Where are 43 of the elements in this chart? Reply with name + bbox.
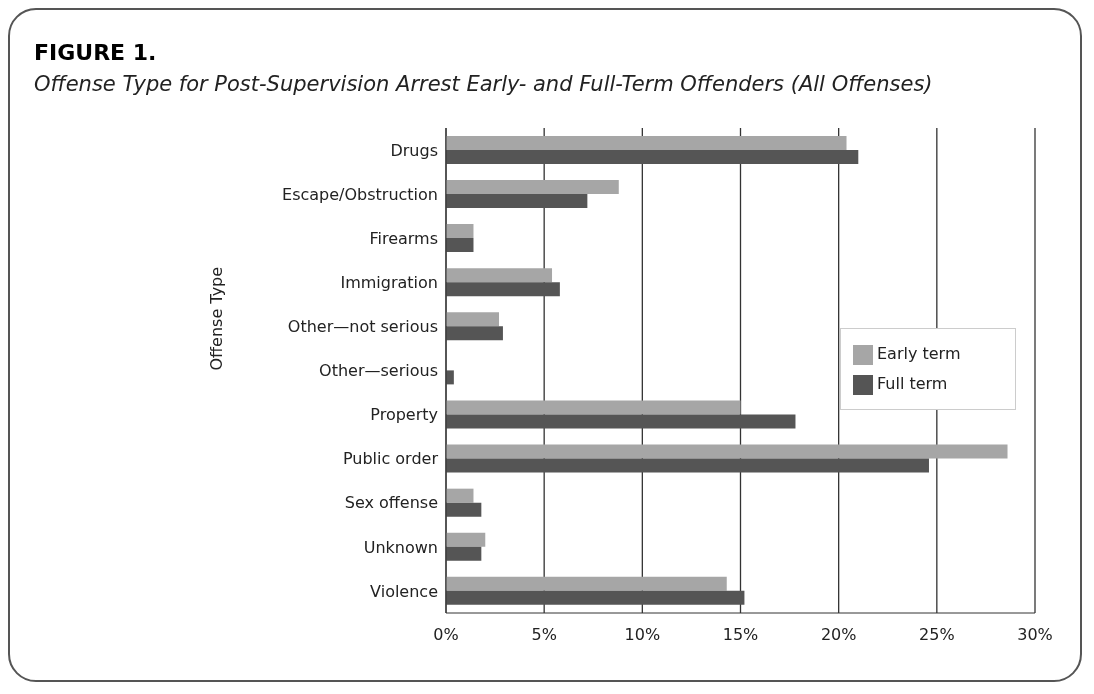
bar [446, 576, 727, 591]
legend-label: Full term [877, 374, 948, 393]
y-tick-label: Other—not serious [287, 317, 438, 337]
chart-subtitle: Offense Type for Post-Supervision Arrest Early- and Full-Term Offenders (All Offenses) [34, 72, 933, 96]
y-tick-label: Unknown [363, 537, 438, 557]
bar [446, 224, 474, 239]
y-tick-label: Property [370, 405, 438, 425]
x-tick-label: 10% [624, 625, 661, 645]
bar [446, 414, 796, 429]
legend-label: Early term [877, 344, 961, 363]
bar [446, 180, 619, 195]
bar [446, 149, 859, 164]
bar [446, 590, 745, 605]
bar [446, 444, 1008, 459]
x-tick-label: 20% [820, 625, 857, 645]
x-tick-label: 0% [433, 625, 459, 645]
text: FIGURE 1. [34, 40, 157, 65]
bar [446, 502, 482, 517]
y-tick-label: Firearms [369, 228, 438, 248]
bar [446, 268, 553, 283]
bar [446, 326, 503, 341]
bar [446, 312, 500, 327]
y-tick-label: Public order [342, 449, 439, 469]
bar [446, 532, 486, 547]
bar [446, 238, 474, 253]
bar [446, 400, 741, 415]
x-tick-label: 30% [1017, 625, 1053, 645]
y-tick-label: Drugs [390, 140, 438, 160]
bar [446, 194, 588, 209]
x-tick-label: 25% [919, 625, 955, 645]
y-axis-title: Offense Type [206, 266, 226, 371]
x-tick-label: 5% [531, 625, 557, 645]
bar [446, 546, 482, 561]
y-tick-label: Immigration [340, 273, 438, 292]
y-tick-label: Escape/Obstruction [282, 184, 438, 204]
bar [446, 135, 847, 150]
x-tick-label: 15% [722, 625, 759, 645]
bar [446, 488, 474, 503]
y-tick-label: Sex offense [344, 493, 438, 513]
y-tick-label: Other—serious [319, 361, 438, 381]
bar [446, 458, 929, 473]
y-tick-label: Violence [370, 581, 438, 601]
bar [446, 282, 560, 297]
